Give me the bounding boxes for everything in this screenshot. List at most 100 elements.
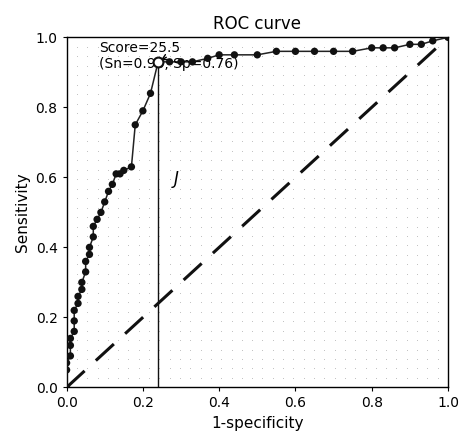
Point [320, 176, 328, 183]
Point [94, 204, 101, 211]
Point [104, 270, 111, 277]
Point [444, 252, 452, 259]
Point [197, 194, 204, 202]
Point [290, 53, 297, 60]
Point [145, 327, 153, 334]
Point [290, 109, 297, 116]
Point [186, 91, 194, 98]
Point [145, 232, 153, 240]
Point [238, 194, 246, 202]
Point [413, 289, 421, 297]
Point [392, 299, 400, 306]
Point [279, 232, 287, 240]
Point [155, 138, 163, 145]
Point [279, 204, 287, 211]
Point [320, 308, 328, 315]
Point [186, 43, 194, 50]
Point [290, 299, 297, 306]
Point [269, 176, 276, 183]
Point [444, 204, 452, 211]
Point [424, 157, 431, 164]
Point [362, 337, 369, 344]
Point [186, 62, 194, 69]
Point [392, 100, 400, 107]
Point [279, 289, 287, 297]
Point [331, 166, 338, 173]
Point [413, 223, 421, 230]
Point [269, 270, 276, 277]
Point [259, 91, 266, 98]
Point [248, 355, 256, 363]
Point [331, 355, 338, 363]
Point [434, 185, 441, 192]
Point [228, 166, 235, 173]
Point [413, 43, 421, 50]
Point [207, 176, 215, 183]
Point [73, 119, 81, 126]
Point [413, 327, 421, 334]
Point [125, 138, 132, 145]
Point [424, 232, 431, 240]
Point [104, 374, 111, 381]
Point [78, 279, 86, 286]
Point [290, 355, 297, 363]
Point [238, 261, 246, 268]
Point [351, 166, 359, 173]
Point [383, 289, 390, 297]
Point [73, 176, 81, 183]
Point [269, 72, 276, 79]
Point [279, 138, 287, 145]
Point [104, 232, 111, 240]
Point [279, 242, 287, 249]
Point [320, 43, 328, 50]
Point [383, 62, 390, 69]
Point [424, 109, 431, 116]
Point [94, 34, 101, 41]
Point [135, 232, 143, 240]
Point [104, 138, 111, 145]
Point [128, 163, 135, 170]
Point [83, 289, 91, 297]
Point [331, 194, 338, 202]
Point [125, 318, 132, 325]
Point [310, 280, 318, 287]
Point [176, 185, 184, 192]
Point [320, 384, 328, 391]
Point [114, 365, 122, 372]
Point [290, 157, 297, 164]
Point [97, 209, 105, 216]
Point [74, 293, 82, 300]
Point [279, 43, 287, 50]
Point [238, 355, 246, 363]
Point [94, 252, 101, 259]
Point [383, 270, 390, 277]
Point [238, 327, 246, 334]
Point [444, 337, 452, 344]
Point [83, 318, 91, 325]
Point [310, 337, 318, 344]
Point [362, 242, 369, 249]
Point [331, 384, 338, 391]
Point [413, 166, 421, 173]
Point [86, 251, 93, 258]
Point [125, 299, 132, 306]
Point [218, 242, 225, 249]
Point [63, 337, 70, 344]
Point [166, 384, 173, 391]
Point [73, 166, 81, 173]
Point [392, 109, 400, 116]
Point [300, 318, 308, 325]
Point [320, 337, 328, 344]
Point [207, 327, 215, 334]
Point [279, 147, 287, 154]
Point [125, 214, 132, 221]
Point [94, 308, 101, 315]
Point [197, 109, 204, 116]
Point [218, 384, 225, 391]
Point [207, 138, 215, 145]
Point [218, 223, 225, 230]
Point [383, 214, 390, 221]
Point [125, 194, 132, 202]
Point [248, 72, 256, 79]
Point [434, 214, 441, 221]
